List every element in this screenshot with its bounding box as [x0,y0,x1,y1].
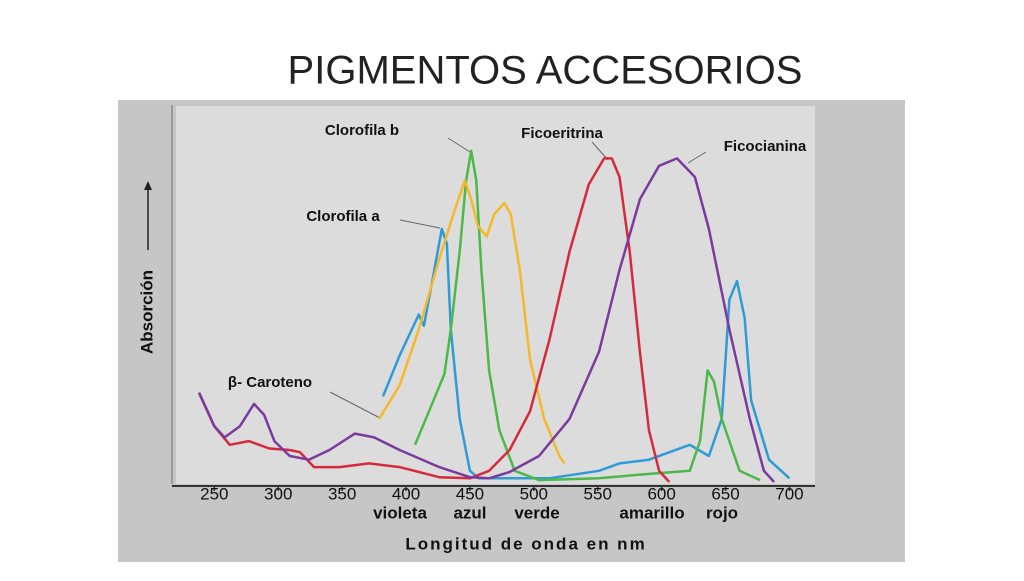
band-label: azul [453,503,486,522]
leader [687,151,707,164]
x-tick-label: 400 [392,484,420,503]
curve-label: β- Caroteno [228,374,312,391]
x-tick-label: 600 [647,484,675,503]
curve [413,149,761,482]
x-axis-label: Longitud de onda en nm [405,534,646,553]
curve-label: Clorofila a [306,208,380,225]
x-tick-label: 450 [456,484,484,503]
y-axis-label: Absorción [137,270,156,354]
band-label: verde [514,503,559,522]
plot-background [176,106,815,484]
leader [447,137,471,153]
curve-label: Clorofila b [325,122,399,139]
band-label: violeta [373,503,427,522]
x-tick-label: 300 [264,484,292,503]
x-tick-label: 250 [200,484,228,503]
leader [591,141,609,161]
curve [197,157,776,483]
curve [378,179,566,465]
x-tick-label: 550 [584,484,612,503]
x-tick-label: 350 [328,484,356,503]
leaders [329,137,707,419]
slide-title: PIGMENTOS ACCESORIOS [288,49,803,93]
x-tick-label: 500 [520,484,548,503]
leader [399,219,441,229]
curve [197,157,671,483]
curve-label: Ficocianina [724,138,807,155]
x-tick-label: 650 [711,484,739,503]
x-tick-label: 700 [775,484,803,503]
y-arrow-head [144,181,152,190]
curve-label: Ficoeritrina [521,125,603,142]
band-label: rojo [706,503,738,522]
leader [329,391,381,419]
band-label: amarillo [619,503,684,522]
